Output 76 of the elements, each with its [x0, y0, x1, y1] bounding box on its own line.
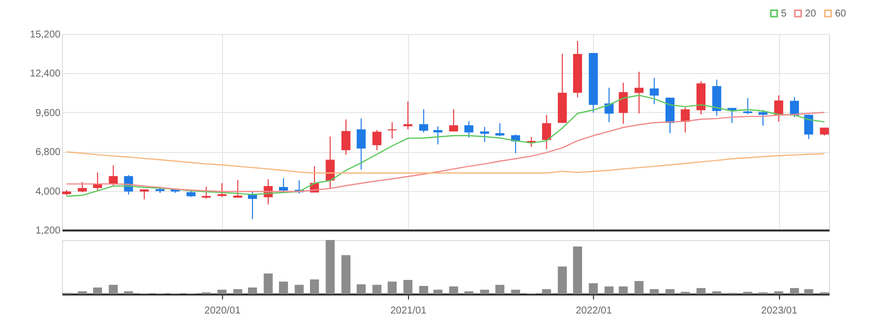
bar: [294, 284, 304, 294]
bar: [604, 286, 614, 294]
candlestick: [634, 71, 644, 114]
candlestick: [618, 82, 628, 124]
bar: [78, 291, 87, 294]
bar: [588, 283, 598, 294]
candlestick: [419, 108, 428, 133]
y-tick-label: 4,000: [35, 186, 61, 198]
bar: [278, 282, 288, 294]
bar: [696, 288, 706, 294]
bar: [248, 288, 257, 294]
candlestick: [542, 114, 552, 150]
candlestick: [449, 108, 458, 132]
y-tick-label: 6,800: [35, 147, 61, 158]
bar: [433, 290, 442, 294]
bar: [403, 280, 412, 294]
bar: [774, 291, 784, 294]
legend-label: 20: [805, 8, 817, 20]
candlestick: [218, 182, 227, 198]
bar: [464, 291, 474, 294]
bar: [218, 290, 227, 294]
candlestick: [743, 97, 752, 115]
candlestick: [680, 106, 690, 133]
bar: [804, 289, 814, 294]
bar: [449, 286, 458, 294]
x-tick-label: 2020/01: [204, 306, 242, 316]
candlestick: [464, 120, 474, 138]
bar: [419, 286, 428, 294]
bar: [511, 290, 520, 294]
candlestick: [78, 181, 87, 193]
candlestick: [388, 122, 397, 140]
x-tick-label: 2021/01: [390, 306, 427, 316]
bar: [93, 288, 102, 294]
bar: [542, 289, 552, 294]
y-tick-label: 12,400: [30, 68, 61, 80]
bar: [108, 284, 118, 294]
x-tick-label: 2023/01: [761, 306, 798, 316]
candlestick: [108, 164, 118, 187]
y-tick-label: 1,200: [35, 226, 61, 236]
bar: [310, 279, 319, 294]
x-tick-label: 2022/01: [576, 306, 612, 316]
candlestick: [758, 110, 768, 126]
bar: [233, 289, 242, 294]
bar: [372, 284, 382, 294]
bar: [650, 289, 659, 294]
bar: [558, 266, 567, 294]
candlestick: [202, 186, 211, 200]
y-tick-label: 9,600: [35, 108, 61, 119]
candlestick: [326, 136, 335, 190]
bar: [264, 273, 273, 294]
legend-label: 60: [835, 8, 847, 20]
candlestick: [650, 77, 659, 105]
candlestick: [495, 122, 504, 137]
bar: [634, 281, 644, 294]
bar: [666, 289, 675, 294]
bar: [326, 240, 335, 294]
candlestick: [278, 178, 288, 192]
bar: [124, 291, 134, 294]
bar: [356, 284, 366, 294]
candlestick: [480, 126, 490, 142]
candlestick: [356, 118, 366, 170]
candlestick: [433, 126, 442, 145]
bar: [480, 290, 490, 294]
bar: [341, 255, 350, 294]
bar: [712, 291, 722, 294]
candlestick: [372, 130, 382, 151]
bar: [790, 288, 799, 294]
bar: [618, 286, 628, 294]
bar: [495, 284, 504, 294]
bar: [573, 246, 582, 294]
candlestick: [233, 179, 242, 198]
legend-label: 5: [781, 8, 787, 20]
candlestick: [341, 119, 350, 156]
candlestick: [403, 101, 412, 130]
y-tick-label: 15,200: [30, 30, 61, 40]
bar: [388, 282, 397, 294]
